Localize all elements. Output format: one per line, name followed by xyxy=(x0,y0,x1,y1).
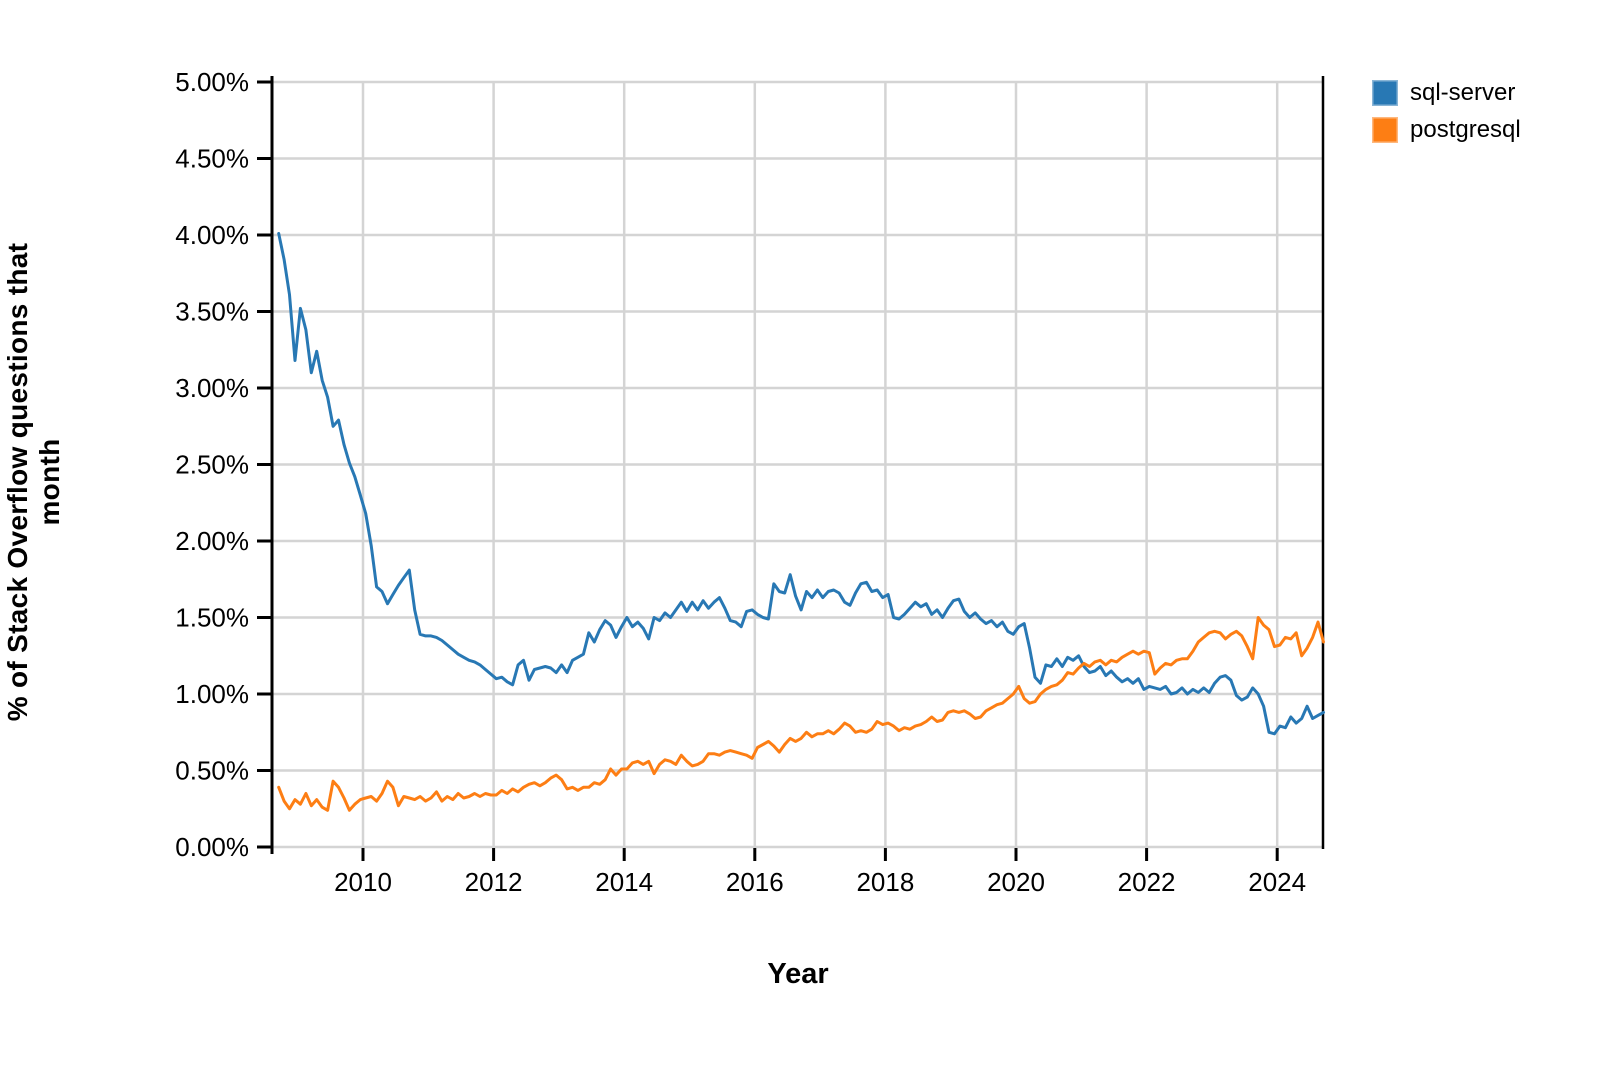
y-tick-label: 4.50% xyxy=(175,144,249,174)
y-tick-label: 1.00% xyxy=(175,679,249,709)
series-line-postgresql xyxy=(277,616,1325,812)
x-tick-label: 2016 xyxy=(726,867,784,897)
x-tick-label: 2014 xyxy=(595,867,653,897)
x-tick-label: 2010 xyxy=(334,867,392,897)
legend-label: sql-server xyxy=(1410,79,1516,106)
x-tick-label: 2012 xyxy=(465,867,523,897)
y-tick-label: 0.50% xyxy=(175,756,249,786)
x-tick-label: 2020 xyxy=(987,867,1045,897)
y-tick-label: 3.50% xyxy=(175,297,249,327)
y-tick-label: 5.00% xyxy=(175,67,249,97)
sql-server-swatch-icon xyxy=(1372,80,1398,106)
postgresql-swatch-icon xyxy=(1372,117,1398,143)
y-tick-label: 2.00% xyxy=(175,526,249,556)
legend-label: postgresql xyxy=(1410,116,1521,143)
y-tick-label: 0.00% xyxy=(175,832,249,862)
x-axis-title: Year xyxy=(767,958,829,990)
y-axis-title: % of Stack Overflow questions that month xyxy=(2,242,65,722)
y-tick-label: 4.00% xyxy=(175,220,249,250)
legend-item-sql-server: sql-server xyxy=(1372,80,1521,106)
series-line-sql-server xyxy=(277,232,1325,736)
y-tick-label: 1.50% xyxy=(175,603,249,633)
x-tick-label: 2024 xyxy=(1248,867,1306,897)
x-tick-label: 2018 xyxy=(856,867,914,897)
legend-item-postgresql: postgresql xyxy=(1372,117,1521,143)
y-tick-label: 2.50% xyxy=(175,450,249,480)
legend: sql-server postgresql xyxy=(1372,80,1521,143)
x-tick-label: 2022 xyxy=(1118,867,1176,897)
y-tick-label: 3.00% xyxy=(175,373,249,403)
